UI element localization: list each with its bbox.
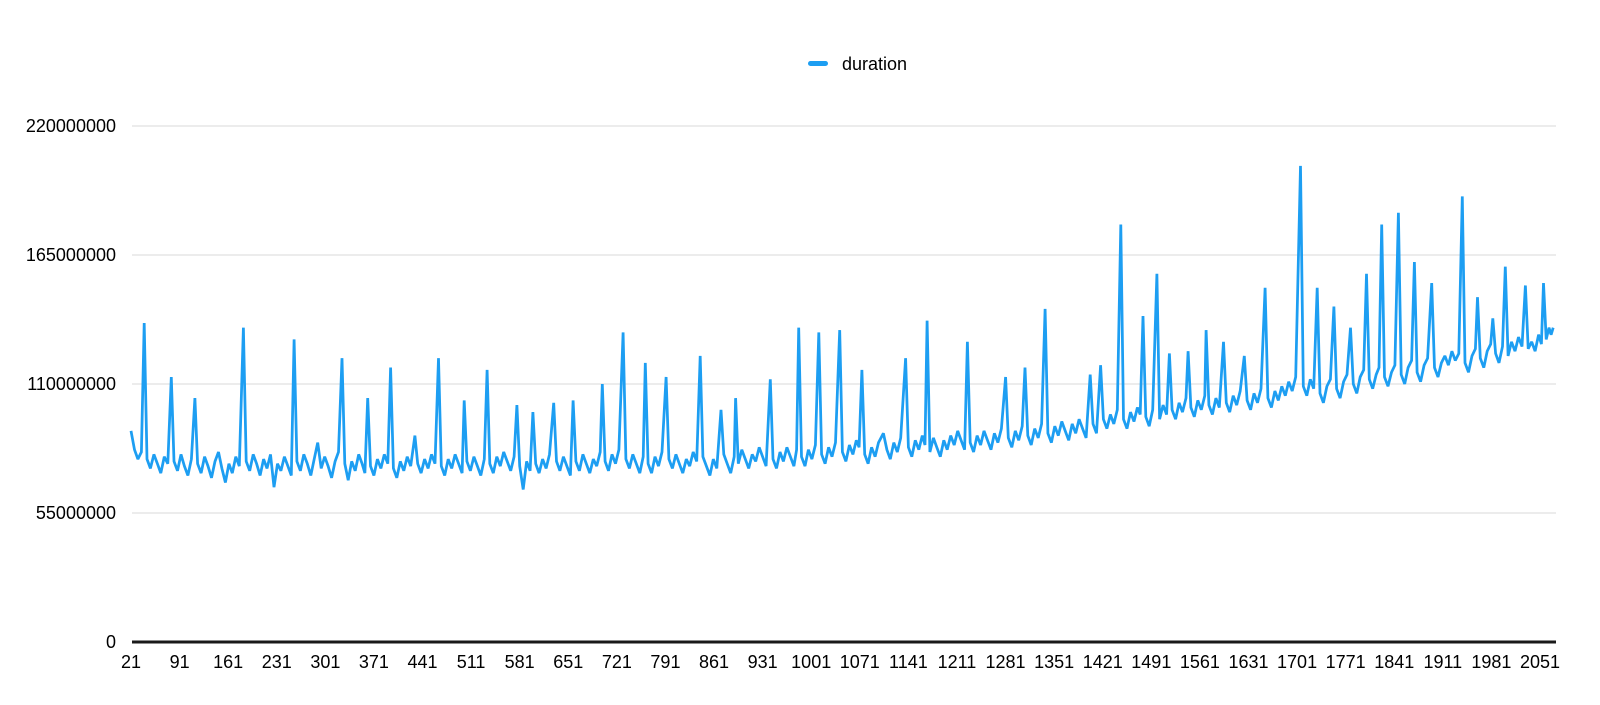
y-tick-label: 55000000 (36, 503, 116, 523)
x-tick-label: 1491 (1131, 652, 1171, 672)
series-layer (129, 165, 1555, 490)
x-tick-label: 161 (213, 652, 243, 672)
y-tick-label: 110000000 (27, 374, 116, 394)
x-tick-label: 2051 (1520, 652, 1560, 672)
x-tick-label: 511 (457, 652, 486, 672)
x-tick-label: 1631 (1228, 652, 1268, 672)
x-tick-label: 1351 (1034, 652, 1074, 672)
x-tick-label: 301 (310, 652, 340, 672)
grid-layer (132, 125, 1556, 644)
x-tick-label: 231 (262, 652, 292, 672)
x-tick-label: 651 (553, 652, 583, 672)
x-tick-label: 21 (121, 652, 141, 672)
x-tick-label: 1911 (1423, 652, 1462, 672)
x-tick-label: 441 (407, 652, 437, 672)
x-tick-label: 861 (699, 652, 729, 672)
legend: duration (808, 54, 907, 74)
y-tick-label: 0 (106, 632, 116, 652)
axis-label-layer: 220000000 165000000 110000000 55000000 021 91… (26, 116, 1560, 672)
x-tick-label: 1421 (1083, 652, 1123, 672)
x-tick-label: 1561 (1180, 652, 1220, 672)
y-tick-label: 165000000 (26, 245, 116, 265)
legend-label-duration: duration (842, 54, 907, 74)
x-tick-label: 1141 (889, 652, 928, 672)
x-tick-label: 931 (748, 652, 778, 672)
x-tick-label: 371 (359, 652, 389, 672)
x-tick-label: 1771 (1326, 652, 1366, 672)
x-tick-label: 1981 (1471, 652, 1511, 672)
x-tick-label: 1841 (1374, 652, 1414, 672)
x-tick-label: 791 (650, 652, 680, 672)
x-tick-label: 91 (170, 652, 190, 672)
y-tick-label: 220000000 (26, 116, 116, 136)
x-tick-label: 1001 (791, 652, 831, 672)
x-tick-label: 1701 (1277, 652, 1317, 672)
x-tick-label: 1071 (840, 652, 880, 672)
x-tick-label: 1211 (938, 652, 977, 672)
series-line-duration (129, 165, 1555, 490)
x-tick-label: 1281 (986, 652, 1026, 672)
legend-swatch-duration (808, 61, 828, 66)
x-tick-label: 721 (602, 652, 632, 672)
x-tick-label: 581 (505, 652, 535, 672)
